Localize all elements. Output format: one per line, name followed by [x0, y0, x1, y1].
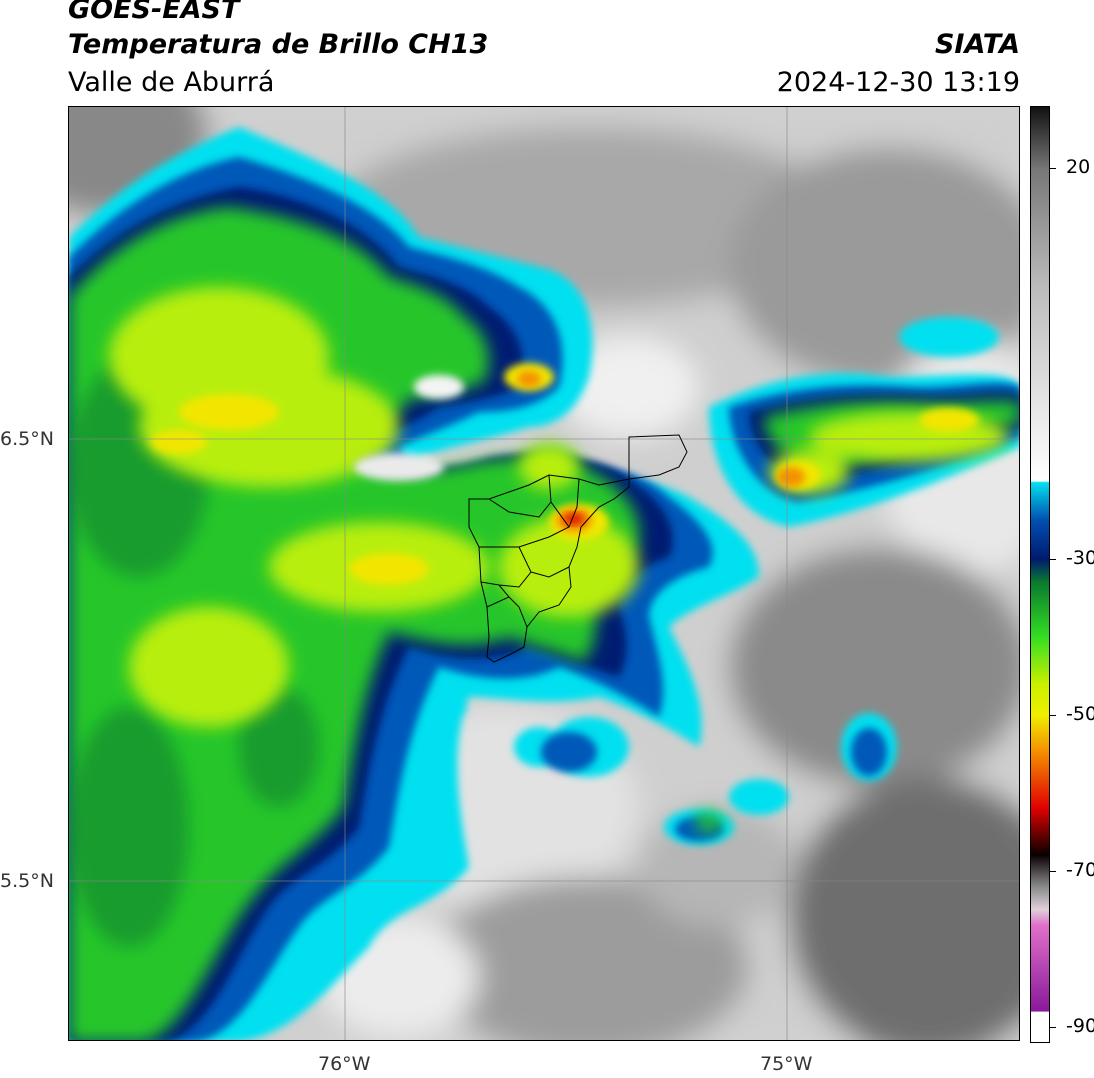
lon-label-76w: 76°W	[318, 1053, 371, 1075]
colorbar-tick-label: -70	[1066, 859, 1094, 882]
brightness-temperature-field	[69, 107, 1019, 1040]
municipal-line-6	[498, 584, 528, 628]
colorbar-tick	[1050, 1027, 1056, 1029]
satellite-title: GOES-EAST	[68, 0, 240, 25]
colorbar-tick	[1050, 715, 1056, 717]
agency-label: SIATA	[934, 29, 1020, 60]
datetime-label: 2024-12-30 13:19	[776, 67, 1020, 98]
colorbar-tick	[1050, 168, 1056, 170]
lat-label-6-5: 6.5°N	[0, 428, 54, 450]
colorbar-tick	[1050, 871, 1056, 873]
aburra-boundaries	[468, 434, 688, 663]
temperature-colorbar	[1030, 106, 1050, 1043]
graticule	[69, 107, 1019, 1040]
municipal-line-3	[479, 501, 570, 548]
lat-label-5-5: 5.5°N	[0, 870, 54, 892]
product-title: Temperatura de Brillo CH13	[68, 29, 489, 60]
satellite-map[interactable]	[68, 106, 1020, 1041]
colorbar-tick-label: -50	[1066, 703, 1094, 726]
municipal-line-4	[480, 546, 532, 588]
colorbar-tick-label: -30	[1066, 546, 1094, 569]
municipal-line-1	[488, 474, 552, 518]
colorbar-tick	[1050, 558, 1056, 560]
warm-holes	[354, 375, 464, 481]
cloud-red-layer	[564, 513, 584, 525]
municipal-line-5	[530, 566, 570, 578]
municipal-line-2	[568, 478, 580, 528]
colorbar-tick-label: -90	[1066, 1015, 1094, 1038]
lon-label-75w: 75°W	[760, 1053, 813, 1075]
colorbar-tick-label: 20	[1066, 156, 1091, 179]
municipal-line-7	[486, 596, 510, 608]
region-subtitle: Valle de Aburrá	[68, 67, 275, 98]
